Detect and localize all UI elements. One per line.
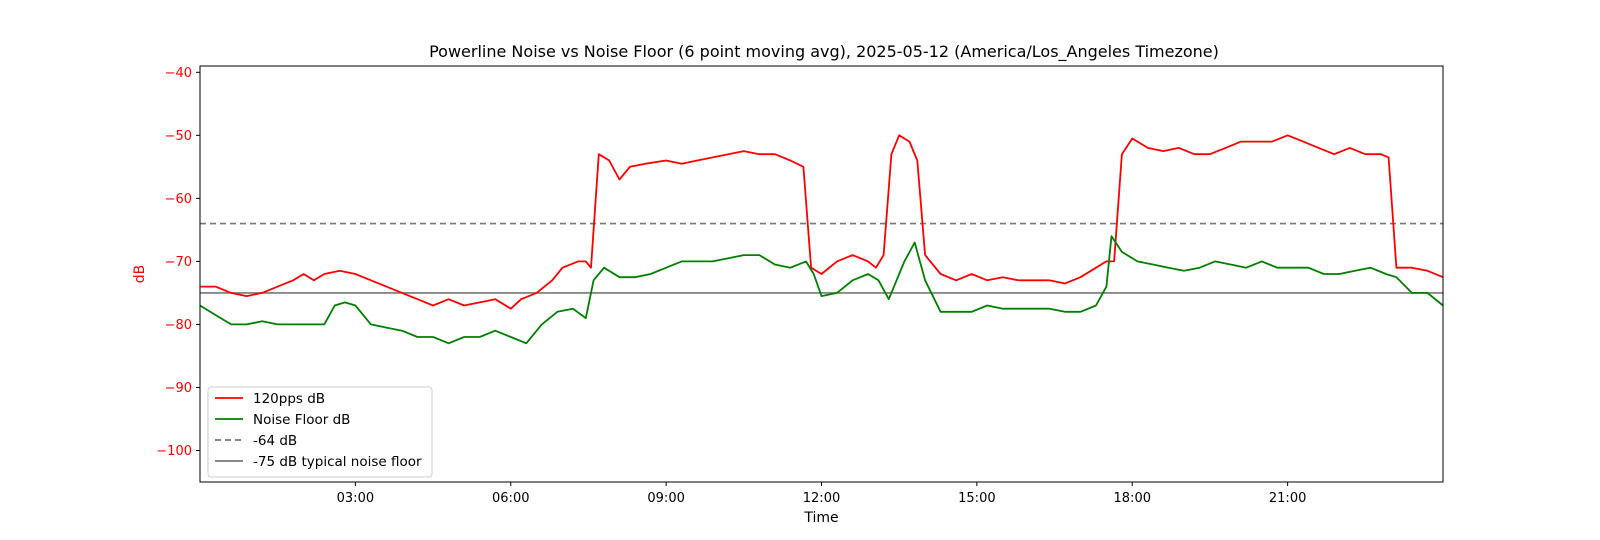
- y-tick-label: −90: [165, 381, 192, 396]
- legend: 120pps dB Noise Floor dB -64 dB -75 dB typi…: [207, 386, 433, 478]
- x-tick-label: 18:00: [1114, 491, 1151, 506]
- y-tick-label: −100: [156, 444, 192, 459]
- x-tick-label: 21:00: [1269, 491, 1306, 506]
- chart-title: Powerline Noise vs Noise Floor (6 point …: [429, 42, 1219, 62]
- series-line-noise-floor: [199, 235, 1444, 345]
- x-tick-label: 12:00: [803, 491, 840, 506]
- reference-lines: [200, 222, 1443, 294]
- legend-box: [207, 386, 433, 478]
- y-tick-label: −60: [165, 192, 192, 207]
- y-tick-label: −50: [165, 129, 192, 144]
- x-tick-label: 15:00: [958, 491, 995, 506]
- x-axis-ticks: 03:00 06:00 09:00 12:00 15:00 18:00 21:00: [337, 482, 1306, 506]
- legend-entry-label: Noise Floor dB: [253, 412, 350, 428]
- legend-entry-label: -75 dB typical noise floor: [253, 454, 422, 470]
- legend-entry-label: -64 dB: [253, 433, 297, 449]
- x-tick-label: 09:00: [647, 491, 684, 506]
- series-lines: [199, 134, 1444, 345]
- x-tick-label: 06:00: [492, 491, 529, 506]
- series-line-120pps: [200, 134, 1444, 310]
- y-tick-label: −40: [165, 66, 192, 81]
- y-axis-label: dB: [132, 265, 148, 284]
- x-axis-label: Time: [803, 510, 838, 526]
- x-tick-label: 03:00: [337, 491, 374, 506]
- y-axis-ticks: −40 −50 −60 −70 −80 −90 −100: [156, 66, 200, 459]
- legend-entry-label: 120pps dB: [253, 391, 325, 407]
- y-tick-label: −70: [165, 255, 192, 270]
- y-tick-label: −80: [165, 318, 192, 333]
